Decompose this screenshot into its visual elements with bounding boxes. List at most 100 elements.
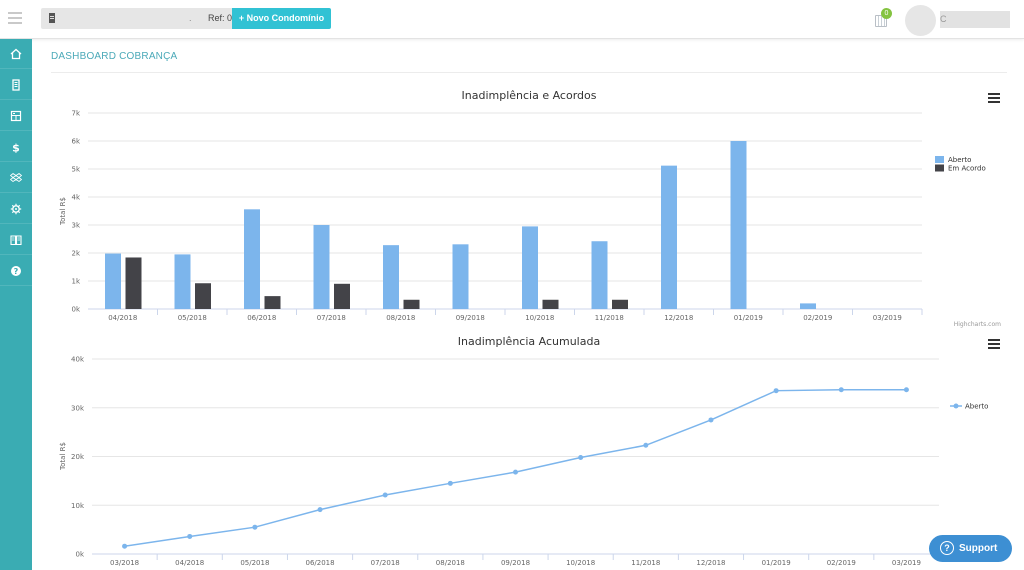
x-tick-label: 11/2018	[631, 559, 660, 567]
gear-icon	[10, 203, 22, 215]
y-tick-label: 40k	[71, 356, 85, 364]
x-tick-label: 01/2019	[734, 314, 763, 322]
data-point	[447, 480, 453, 486]
y-tick-label: 3k	[71, 222, 80, 230]
user-name[interactable]: C	[940, 11, 1010, 28]
sidebar-item-storage[interactable]	[0, 163, 32, 193]
data-point	[578, 454, 584, 460]
sidebar-item-reports[interactable]	[0, 225, 32, 255]
building-icon	[12, 79, 20, 91]
x-tick-label: 07/2018	[371, 559, 400, 567]
condominium-separator: .	[189, 13, 192, 23]
bar	[612, 299, 628, 309]
data-point	[382, 492, 388, 498]
bar	[542, 299, 559, 309]
x-tick-label: 12/2018	[696, 559, 725, 567]
bar	[403, 299, 420, 309]
bar-chart: Inadimplência e Acordos Total R$ 0k 1k 2k 3k 4…	[59, 89, 986, 322]
bar	[452, 244, 469, 309]
data-point	[643, 442, 649, 448]
x-tick-label: 08/2018	[436, 559, 465, 567]
data-point	[122, 543, 128, 549]
svg-text:$: $	[12, 142, 20, 154]
data-point	[708, 417, 714, 423]
legend-marker	[953, 403, 959, 409]
new-condominium-button[interactable]: + Novo Condomínio	[232, 8, 331, 29]
data-point	[838, 387, 844, 393]
divider	[51, 72, 1007, 73]
data-point	[773, 388, 779, 394]
hamburger-menu-icon[interactable]	[8, 12, 22, 24]
chart-credits[interactable]: Highcharts.com	[954, 321, 1001, 328]
data-point	[903, 387, 909, 393]
bar	[334, 283, 350, 309]
legend-label: Aberto	[948, 156, 971, 164]
sidebar-item-help[interactable]: ?	[0, 256, 32, 286]
data-point	[187, 533, 193, 539]
bar	[195, 283, 211, 309]
series-line	[124, 388, 907, 547]
chart-title: Inadimplência e Acordos	[462, 89, 597, 102]
y-tick-label: 30k	[71, 404, 85, 412]
x-tick-label: 08/2018	[386, 314, 415, 322]
sidebar-item-billing[interactable]	[0, 101, 32, 131]
x-tick-label: 03/2018	[110, 559, 139, 567]
sidebar: $ ?	[0, 39, 32, 570]
legend-label: Em Acordo	[948, 165, 986, 173]
data-point	[252, 524, 258, 530]
sidebar-item-finance[interactable]: $	[0, 132, 32, 162]
x-tick-label: 02/2019	[827, 559, 856, 567]
y-tick-label: 0k	[75, 551, 84, 559]
y-tick-label: 7k	[71, 110, 80, 118]
y-tick-label: 10k	[71, 502, 85, 510]
x-tick-label: 02/2019	[803, 314, 832, 322]
calculator-icon	[10, 110, 22, 122]
x-tick-label: 07/2018	[317, 314, 346, 322]
bar	[125, 257, 142, 309]
book-icon	[10, 235, 22, 246]
y-tick-label: 6k	[71, 138, 80, 146]
sidebar-item-condominiums[interactable]	[0, 70, 32, 100]
support-button[interactable]: ? Support	[929, 535, 1012, 562]
y-axis-label: Total R$	[59, 197, 67, 226]
x-tick-label: 04/2018	[175, 559, 204, 567]
chart-menu-icon[interactable]	[988, 339, 1000, 349]
x-tick-label: 06/2018	[305, 559, 334, 567]
x-tick-label: 03/2019	[892, 559, 921, 567]
data-point	[513, 469, 518, 475]
bar	[522, 226, 538, 309]
x-tick-label: 06/2018	[247, 314, 276, 322]
bar	[264, 296, 281, 309]
bar	[174, 254, 191, 309]
legend-swatch	[935, 164, 944, 172]
x-tick-label: 05/2018	[240, 559, 269, 567]
help-icon: ?	[11, 266, 21, 276]
bar	[105, 253, 121, 309]
support-label: Support	[959, 543, 998, 554]
x-tick-label: 12/2018	[664, 314, 693, 322]
y-tick-label: 4k	[71, 194, 80, 202]
dropbox-icon	[10, 172, 22, 183]
page-title: DASHBOARD COBRANÇA	[51, 51, 178, 62]
chart-menu-icon[interactable]	[988, 93, 1000, 103]
x-tick-label: 03/2019	[873, 314, 902, 322]
data-point	[317, 507, 323, 513]
sidebar-item-settings[interactable]	[0, 194, 32, 224]
sidebar-item-home[interactable]	[0, 39, 32, 69]
legend-label: Aberto	[965, 403, 988, 411]
bar	[383, 245, 399, 309]
x-tick-label: 01/2019	[762, 559, 791, 567]
bar	[661, 165, 677, 309]
y-tick-label: 20k	[71, 453, 85, 461]
dollar-icon: $	[12, 142, 20, 154]
avatar[interactable]	[905, 5, 936, 36]
x-tick-label: 04/2018	[108, 314, 137, 322]
bar	[244, 209, 260, 309]
x-tick-label: 10/2018	[566, 559, 595, 567]
x-tick-label: 05/2018	[178, 314, 207, 322]
y-tick-label: 2k	[71, 250, 80, 258]
bar	[730, 141, 747, 309]
y-tick-label: 1k	[71, 278, 80, 286]
building-icon	[49, 13, 55, 23]
x-tick-label: 09/2018	[456, 314, 485, 322]
